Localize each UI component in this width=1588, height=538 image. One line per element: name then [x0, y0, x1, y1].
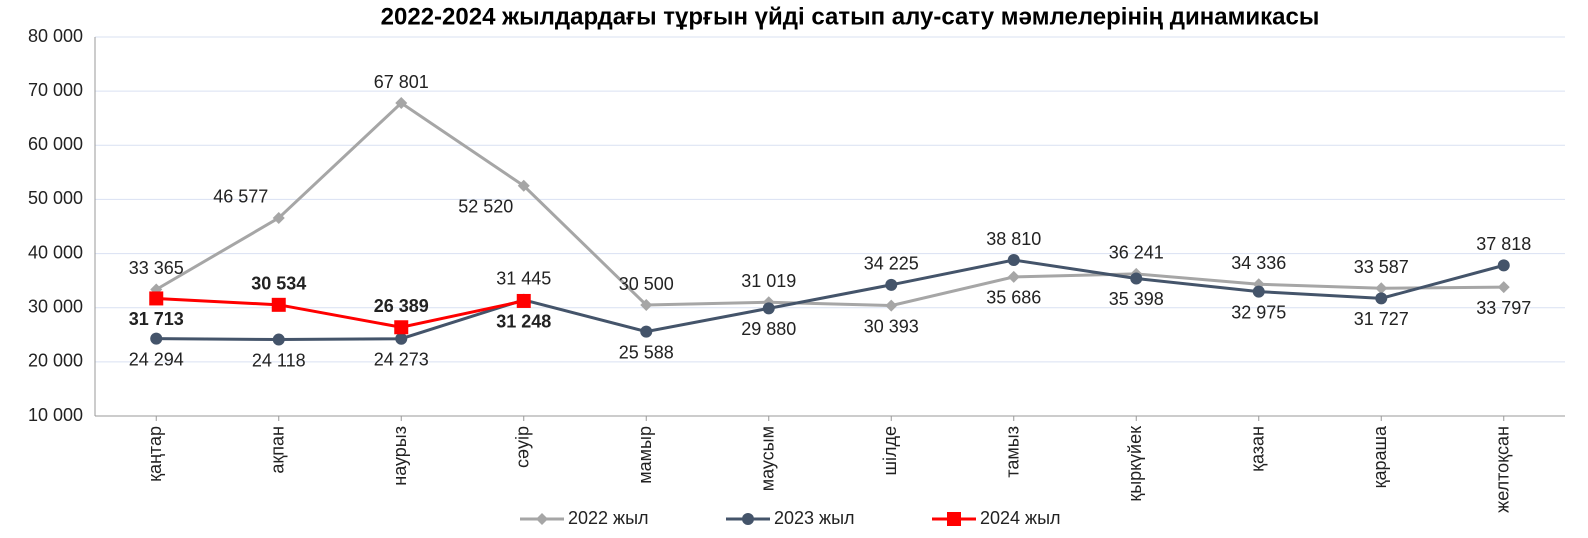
marker [640, 299, 653, 312]
marker [1497, 259, 1510, 272]
y-tick-label: 70 000 [28, 80, 83, 100]
x-tick-label: мамыр [635, 426, 655, 484]
legend-label: 2022 жыл [568, 508, 649, 528]
data-label: 35 686 [986, 288, 1041, 308]
marker [395, 97, 408, 110]
x-tick-label: желтоқсан [1493, 426, 1513, 513]
marker [149, 291, 164, 306]
marker [150, 332, 163, 345]
marker [762, 302, 775, 315]
marker [1007, 270, 1020, 283]
marker [272, 333, 285, 346]
marker [1252, 285, 1265, 298]
data-label: 46 577 [213, 187, 268, 207]
marker [1375, 292, 1388, 305]
marker [1130, 272, 1143, 285]
y-tick-label: 10 000 [28, 405, 83, 425]
marker [395, 332, 408, 345]
marker [394, 320, 409, 335]
data-label: 30 500 [619, 274, 674, 294]
data-label: 36 241 [1109, 243, 1164, 263]
data-label: 34 336 [1231, 253, 1286, 273]
marker [272, 211, 285, 224]
data-label: 31 727 [1354, 309, 1409, 329]
y-tick-label: 20 000 [28, 351, 83, 371]
data-label: 24 294 [129, 349, 184, 369]
marker [516, 293, 531, 308]
x-tick-label: сәуір [513, 426, 533, 468]
data-label: 38 810 [986, 229, 1041, 249]
marker [742, 513, 754, 525]
data-label: 34 225 [864, 254, 919, 274]
x-tick-label: маусым [758, 426, 778, 491]
x-tick-label: қараша [1370, 425, 1390, 488]
data-label: 25 588 [619, 342, 674, 362]
data-label: 35 398 [1109, 289, 1164, 309]
marker [885, 278, 898, 291]
marker [1497, 281, 1510, 294]
legend-label: 2024 жыл [980, 508, 1061, 528]
data-label: 37 818 [1476, 234, 1531, 254]
data-label: 29 880 [741, 319, 796, 339]
x-tick-label: шілде [880, 426, 900, 475]
data-label: 31 445 [496, 269, 551, 289]
data-label: 33 365 [129, 258, 184, 278]
y-tick-label: 30 000 [28, 296, 83, 316]
legend-label: 2023 жыл [774, 508, 855, 528]
x-tick-label: қаңтар [145, 426, 165, 482]
marker [517, 179, 530, 192]
data-label: 31 713 [129, 309, 184, 329]
data-label: 31 248 [496, 312, 551, 332]
y-tick-label: 80 000 [28, 26, 83, 46]
series-line [156, 296, 525, 329]
data-label: 32 975 [1231, 302, 1286, 322]
y-tick-label: 50 000 [28, 188, 83, 208]
data-label: 33 797 [1476, 298, 1531, 318]
marker [947, 512, 961, 526]
x-tick-label: тамыз [1003, 426, 1023, 478]
series-line [155, 101, 1504, 308]
x-tick-label: қыркүйек [1125, 426, 1145, 502]
x-tick-label: қазан [1248, 426, 1268, 472]
data-label: 52 520 [458, 197, 513, 217]
marker [885, 299, 898, 312]
marker [1007, 254, 1020, 267]
chart-title: 2022-2024 жылдардағы тұрғын үйді сатып а… [381, 3, 1320, 30]
marker [640, 325, 653, 338]
x-tick-label: ақпан [268, 426, 288, 474]
data-label: 26 389 [374, 296, 429, 316]
data-label: 24 118 [252, 350, 306, 370]
marker [536, 513, 548, 525]
y-tick-label: 40 000 [28, 242, 83, 262]
data-label: 67 801 [374, 72, 429, 92]
data-label: 24 273 [374, 349, 429, 369]
x-tick-label: наурыз [390, 426, 410, 486]
marker [271, 297, 286, 312]
marker [1375, 282, 1388, 295]
data-label: 33 587 [1354, 257, 1409, 277]
data-label: 30 534 [251, 274, 306, 294]
data-label: 30 393 [864, 316, 919, 336]
data-label: 31 019 [741, 271, 796, 291]
series-line [156, 258, 1505, 342]
y-tick-label: 60 000 [28, 134, 83, 154]
